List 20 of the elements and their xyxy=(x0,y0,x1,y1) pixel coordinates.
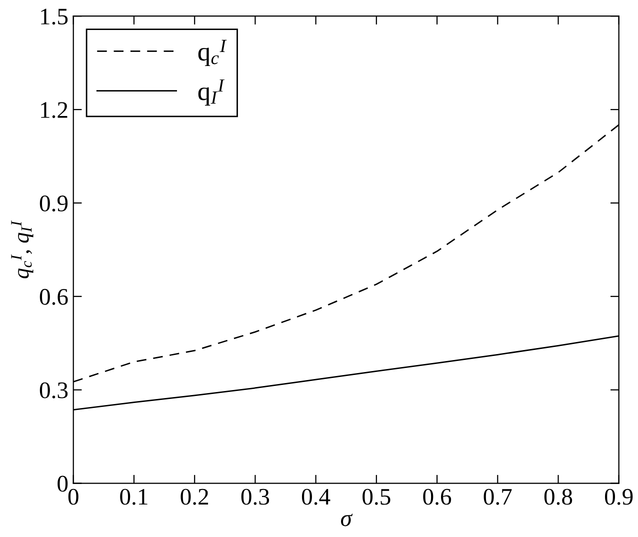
legend-label: q$_{I}$$^{I}$ xyxy=(198,79,225,106)
y-tick-label: 0.6 xyxy=(40,288,68,305)
x-axis-title: σ xyxy=(341,514,353,526)
x-tick-label: 0.3 xyxy=(241,488,270,505)
y-tick-label: 0 xyxy=(58,476,68,492)
x-tick-label: 0.5 xyxy=(362,488,390,505)
x-tick-label: 0.9 xyxy=(605,488,633,505)
x-tick-label: 0.6 xyxy=(423,488,452,505)
x-tick-label: 0.2 xyxy=(180,488,208,505)
x-tick-label: 0.7 xyxy=(484,488,512,505)
y-axis-title: q$_{c}$$^{I}$, q$_{I}$$^{I}$ xyxy=(11,220,34,278)
y-tick-label: 0.3 xyxy=(40,382,68,398)
x-tick-label: 0.1 xyxy=(120,488,148,505)
x-tick-label: 0 xyxy=(68,488,78,505)
y-tick-label: 1.5 xyxy=(41,8,68,25)
legend-label: q$_{c}$$^{I}$ xyxy=(198,40,227,66)
y-tick-label: 1.2 xyxy=(41,102,68,118)
x-tick-label: 0.4 xyxy=(302,488,330,505)
x-tick-label: 0.8 xyxy=(544,488,572,505)
y-tick-label: 0.9 xyxy=(40,195,68,212)
